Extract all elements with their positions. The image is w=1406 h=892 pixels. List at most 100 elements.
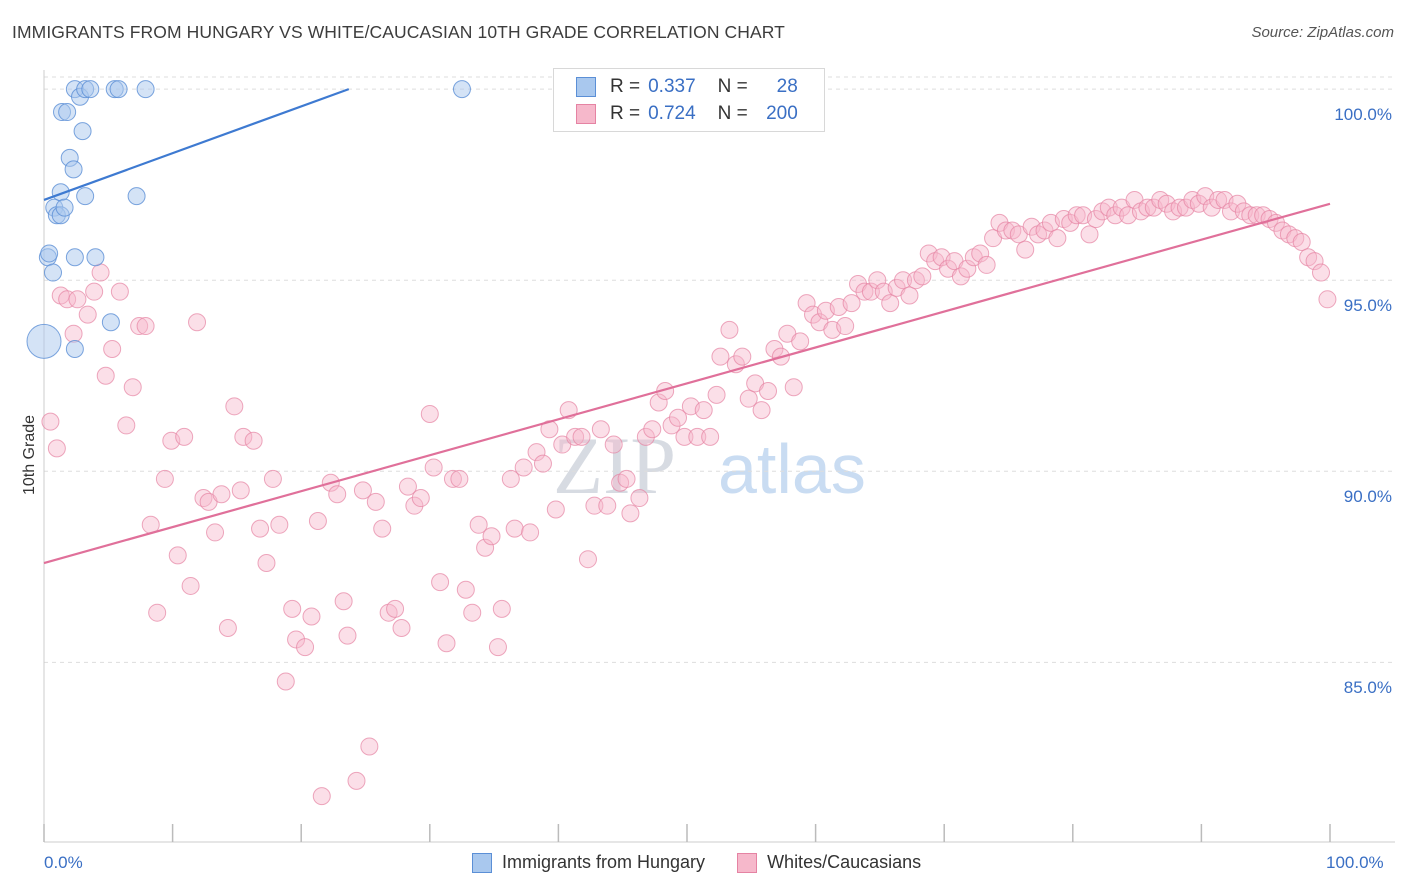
whites-point bbox=[720, 320, 739, 339]
whites-point bbox=[78, 305, 97, 324]
whites-point bbox=[47, 439, 66, 458]
whites-point bbox=[64, 324, 83, 343]
whites-point bbox=[977, 255, 996, 274]
hungary-point bbox=[65, 248, 84, 267]
hungary-point bbox=[26, 323, 62, 359]
whites-point bbox=[58, 290, 77, 309]
whites-point bbox=[894, 271, 913, 290]
whites-point bbox=[188, 313, 207, 332]
whites-point bbox=[353, 481, 372, 500]
whites-trend-line bbox=[43, 202, 1331, 565]
whites-point bbox=[420, 404, 439, 423]
whites-point bbox=[463, 603, 482, 622]
whites-point bbox=[96, 366, 115, 385]
whites-point bbox=[868, 271, 887, 290]
whites-point bbox=[225, 397, 244, 416]
hungary-point bbox=[55, 198, 74, 217]
whites-point bbox=[585, 496, 604, 515]
r-label: R = bbox=[610, 103, 641, 124]
whites-point bbox=[1106, 206, 1125, 225]
whites-point bbox=[1228, 194, 1247, 213]
whites-point bbox=[1067, 206, 1086, 225]
whites-point bbox=[251, 519, 270, 538]
whites-point bbox=[424, 458, 443, 477]
hungary-point bbox=[136, 80, 155, 99]
whites-point bbox=[431, 573, 450, 592]
whites-caucasians-points bbox=[41, 187, 1337, 806]
stats-legend: R = 0.337 N = 28 R = 0.724 N = 200 bbox=[553, 68, 825, 132]
hungary-point bbox=[101, 313, 120, 332]
whites-point bbox=[578, 550, 597, 569]
whites-point bbox=[765, 339, 784, 358]
whites-point bbox=[636, 427, 655, 446]
whites-point bbox=[861, 282, 880, 301]
n-label: N = bbox=[717, 103, 748, 124]
y-tick-label: 90.0% bbox=[1343, 487, 1392, 507]
whites-point bbox=[566, 427, 585, 446]
whites-point bbox=[630, 489, 649, 508]
hungary-point bbox=[58, 103, 77, 122]
hungary-point bbox=[40, 244, 59, 263]
y-tick-label: 85.0% bbox=[1343, 678, 1392, 698]
axes bbox=[43, 70, 1395, 843]
whites-point bbox=[68, 290, 87, 309]
whites-point bbox=[231, 481, 250, 500]
whites-point bbox=[123, 378, 142, 397]
whites-point bbox=[270, 515, 289, 534]
grid-lines bbox=[44, 76, 1395, 663]
legend-item-whites: Whites/Caucasians bbox=[737, 852, 921, 873]
whites-point bbox=[91, 263, 110, 282]
hungary-point bbox=[86, 248, 105, 267]
whites-point bbox=[366, 492, 385, 511]
whites-point bbox=[572, 427, 591, 446]
whites-point bbox=[701, 427, 720, 446]
whites-point bbox=[85, 282, 104, 301]
whites-point bbox=[130, 317, 149, 336]
whites-point bbox=[347, 771, 366, 790]
whites-point bbox=[302, 607, 321, 626]
whites-point bbox=[392, 618, 411, 637]
whites-point bbox=[398, 477, 417, 496]
source-label: Source: ZipAtlas.com bbox=[1251, 24, 1394, 41]
hungary-point bbox=[64, 160, 83, 179]
whites-point bbox=[1221, 202, 1240, 221]
whites-point bbox=[308, 511, 327, 530]
whites-point bbox=[733, 347, 752, 366]
whites-point bbox=[527, 443, 546, 462]
whites-point bbox=[405, 496, 424, 515]
n-value: 28 bbox=[776, 76, 798, 97]
hungary-point bbox=[81, 80, 100, 99]
whites-point bbox=[373, 519, 392, 538]
whites-point bbox=[739, 389, 758, 408]
whites-point bbox=[791, 332, 810, 351]
whites-point bbox=[450, 469, 469, 488]
watermark-atlas: atlas bbox=[718, 430, 866, 508]
whites-point bbox=[533, 454, 552, 473]
hungary-point bbox=[76, 187, 95, 206]
whites-point bbox=[668, 408, 687, 427]
whites-point bbox=[411, 489, 430, 508]
x-tick-label-min: 0.0% bbox=[44, 853, 83, 872]
whites-point bbox=[168, 546, 187, 565]
whites-point bbox=[1086, 210, 1105, 229]
x-tick-label-max: 100.0% bbox=[1326, 853, 1384, 872]
whites-point bbox=[469, 515, 488, 534]
whites-point bbox=[649, 393, 668, 412]
hungary-point bbox=[127, 187, 146, 206]
whites-point bbox=[488, 638, 507, 657]
legend-label-whites: Whites/Caucasians bbox=[767, 852, 922, 872]
whites-point bbox=[360, 737, 379, 756]
whites-point bbox=[456, 580, 475, 599]
whites-point bbox=[155, 469, 174, 488]
whites-point bbox=[175, 427, 194, 446]
whites-point bbox=[752, 401, 771, 420]
whites-point bbox=[759, 382, 778, 401]
whites-point bbox=[41, 412, 60, 431]
whites-point bbox=[1080, 225, 1099, 244]
whites-point bbox=[328, 485, 347, 504]
whites-point bbox=[437, 634, 456, 653]
whites-point bbox=[287, 630, 306, 649]
watermark: ZIP atlas bbox=[553, 420, 866, 511]
whites-point bbox=[591, 420, 610, 439]
whites-point bbox=[1099, 198, 1118, 217]
